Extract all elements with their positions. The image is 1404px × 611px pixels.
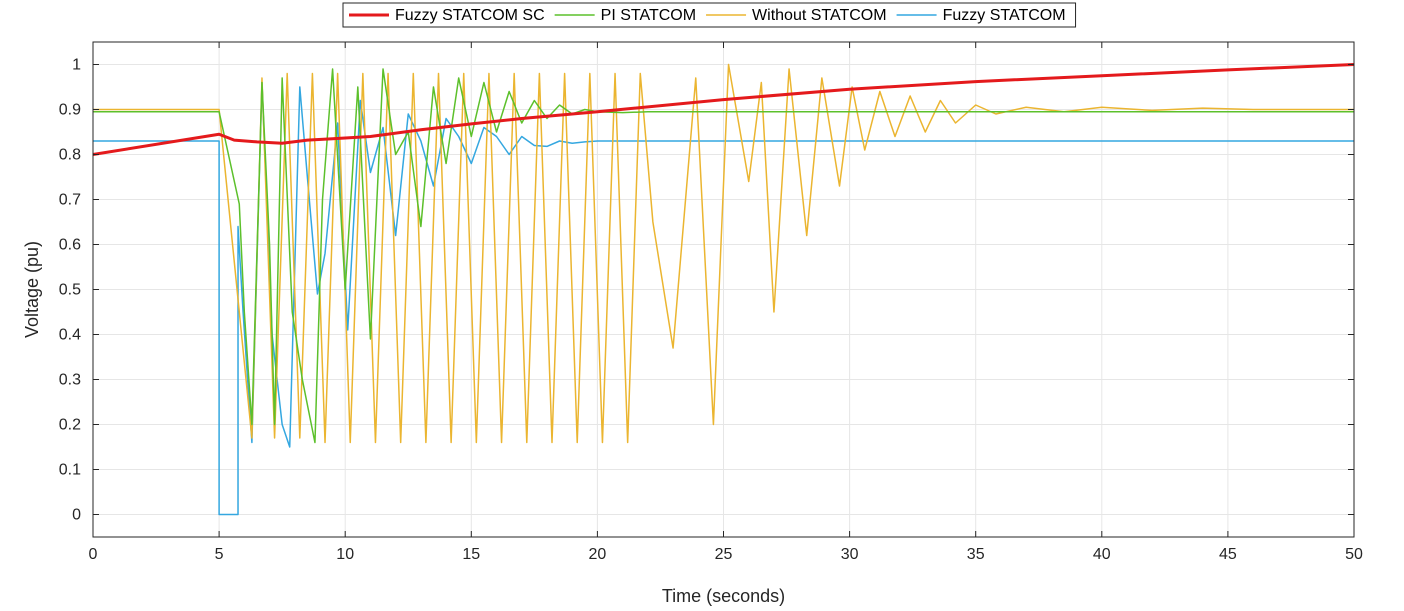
x-tick-label: 10	[336, 546, 354, 563]
legend-item: Fuzzy STATCOM	[896, 7, 1066, 24]
x-tick-label: 5	[215, 546, 224, 563]
grid	[92, 42, 1355, 537]
legend-item: PI STATCOM	[554, 7, 696, 24]
legend-item: Without STATCOM	[706, 7, 887, 24]
y-tick-label: 0.5	[59, 282, 81, 299]
y-tick-label: 0.1	[59, 462, 81, 479]
series-line-fuzzy-statcom-sc	[92, 63, 1355, 156]
plot-area	[92, 63, 1355, 516]
legend-label: Fuzzy STATCOM	[943, 7, 1066, 24]
y-tick-label: 0.8	[59, 147, 81, 164]
x-tick-label: 35	[967, 546, 985, 563]
legend-label: PI STATCOM	[601, 7, 696, 24]
x-tick-label: 25	[715, 546, 733, 563]
y-tick-label: 0.6	[59, 237, 81, 254]
y-tick-label: 0.3	[59, 372, 81, 389]
y-tick-label: 0.4	[59, 327, 81, 344]
x-tick-label: 30	[841, 546, 859, 563]
legend-label: Fuzzy STATCOM SC	[395, 7, 545, 24]
y-tick-label: 1	[72, 57, 81, 74]
legend-label: Without STATCOM	[752, 7, 887, 24]
axis-ticks: 0 5 10 15 20 25 30 35 40 45 50 0 0.1 0.2 0.3 0.4 0.5 0.6 0…	[59, 42, 1363, 563]
y-tick-label: 0	[72, 507, 81, 524]
series-line-pi-statcom	[93, 68, 1354, 444]
y-tick-label: 0.9	[59, 102, 81, 119]
x-axis-label: Time (seconds)	[662, 586, 785, 606]
y-axis-label: Voltage (pu)	[22, 241, 42, 338]
x-tick-label: 15	[462, 546, 480, 563]
legend: Fuzzy STATCOM SC PI STATCOM Without STATCO…	[342, 2, 1077, 28]
x-tick-label: 20	[589, 546, 607, 563]
x-tick-label: 40	[1093, 546, 1111, 563]
y-tick-label: 0.7	[59, 192, 81, 209]
x-tick-label: 50	[1345, 546, 1363, 563]
x-tick-label: 0	[89, 546, 98, 563]
legend-item: Fuzzy STATCOM SC	[349, 7, 545, 24]
x-tick-label: 45	[1219, 546, 1237, 563]
y-tick-label: 0.2	[59, 417, 81, 434]
